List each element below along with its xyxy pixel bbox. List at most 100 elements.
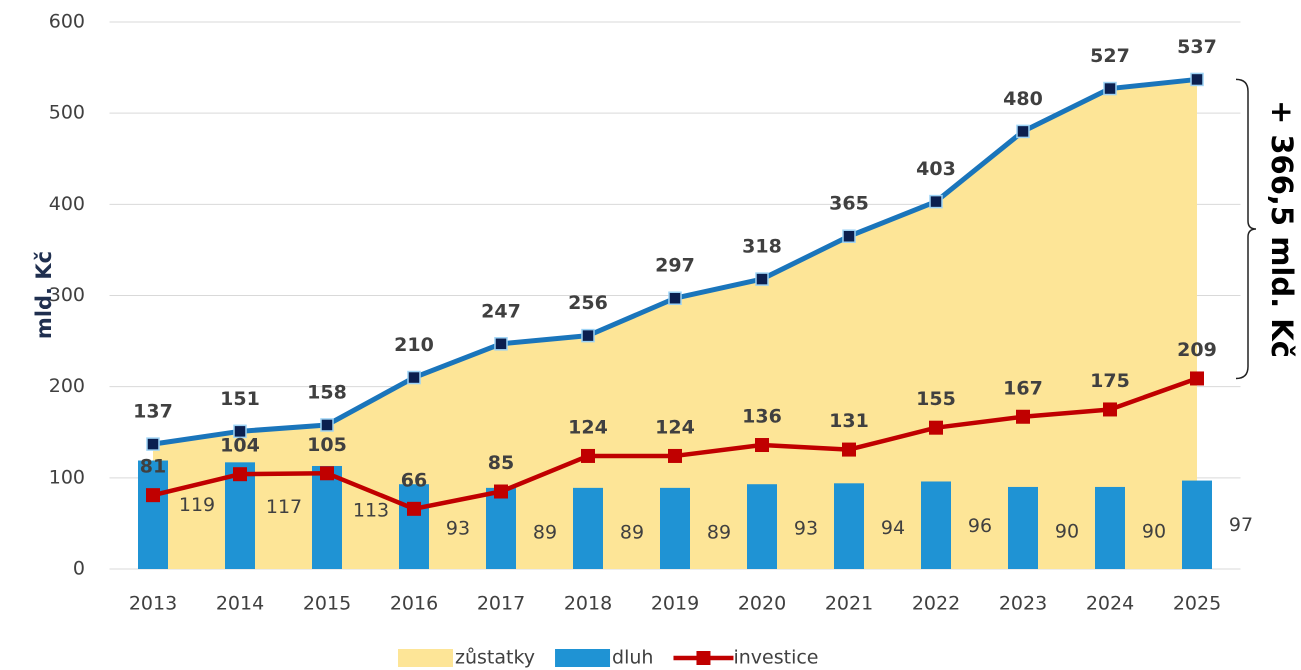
data-label: 151 (220, 388, 260, 410)
legend-swatch (555, 649, 611, 667)
data-label: 209 (1177, 339, 1217, 361)
data-label: 365 (829, 193, 869, 215)
data-label: 175 (1090, 370, 1130, 392)
data-label: 136 (742, 406, 782, 428)
bar (312, 465, 342, 569)
data-label: 85 (488, 452, 514, 474)
data-label: 93 (446, 518, 470, 540)
marker (407, 501, 421, 516)
marker (1103, 402, 1117, 417)
marker (1190, 371, 1204, 386)
data-label: 131 (829, 410, 869, 432)
y-tick-label: 200 (49, 375, 85, 397)
marker (668, 291, 682, 305)
marker (1103, 81, 1117, 96)
data-label: 210 (394, 334, 434, 356)
x-tick-label: 2024 (1086, 593, 1134, 615)
marker (755, 272, 769, 286)
data-label: 104 (220, 435, 260, 457)
marker (494, 484, 508, 499)
marker (755, 438, 769, 453)
marker (1016, 124, 1030, 139)
bar (660, 487, 690, 569)
bar (1182, 480, 1212, 569)
y-tick-label: 500 (49, 102, 85, 124)
marker (320, 466, 334, 481)
x-tick-label: 2020 (738, 593, 786, 615)
y-tick-label: 600 (49, 11, 85, 33)
x-tick-label: 2016 (390, 593, 438, 615)
x-tick-label: 2018 (564, 593, 612, 615)
data-label: 89 (620, 521, 644, 543)
marker (929, 194, 943, 209)
x-tick-label: 2025 (1173, 593, 1221, 615)
marker (146, 488, 160, 503)
data-label: 117 (266, 496, 302, 518)
data-label: 155 (916, 388, 956, 410)
data-label: 119 (179, 494, 215, 516)
data-label: 124 (655, 416, 695, 438)
x-tick-label: 2023 (999, 593, 1047, 615)
marker (581, 328, 595, 343)
y-axis-label: mld. Kč (32, 251, 56, 339)
data-label: 297 (655, 255, 695, 277)
data-label: 97 (1229, 514, 1253, 536)
legend-item: dluh (555, 647, 653, 669)
marker (407, 370, 421, 385)
data-label: 247 (481, 300, 521, 322)
bar (1095, 486, 1125, 569)
legend-label: dluh (612, 647, 653, 669)
bar (573, 487, 603, 569)
data-label: 158 (307, 381, 347, 403)
data-label: 90 (1055, 520, 1079, 542)
marker (1016, 409, 1030, 424)
marker (929, 420, 943, 435)
y-tick-label: 300 (49, 284, 85, 306)
data-label: 89 (533, 521, 557, 543)
bar (921, 481, 951, 569)
legend-item: investice (673, 647, 819, 669)
data-label: 403 (916, 158, 956, 180)
marker (668, 448, 682, 463)
data-label: 105 (307, 434, 347, 456)
x-tick-label: 2022 (912, 593, 960, 615)
data-label: 318 (742, 236, 782, 258)
data-label: 96 (968, 515, 992, 537)
x-tick-label: 2021 (825, 593, 873, 615)
data-label: 124 (568, 416, 608, 438)
marker (146, 437, 160, 451)
bar (747, 484, 777, 569)
data-label: 94 (881, 517, 905, 539)
marker (581, 448, 595, 463)
marker (842, 442, 856, 457)
data-label: 93 (794, 518, 818, 540)
legend-swatch (398, 649, 453, 667)
legend-label: investice (733, 647, 818, 669)
brace (1235, 78, 1257, 380)
data-label: 113 (353, 499, 389, 521)
marker (494, 337, 508, 351)
marker (1190, 72, 1204, 87)
y-tick-label: 0 (73, 558, 85, 580)
data-label: 66 (401, 469, 427, 491)
marker (233, 424, 247, 439)
x-tick-label: 2019 (651, 593, 699, 615)
legend-item: zůstatky (398, 647, 535, 669)
legend-swatch (696, 651, 711, 665)
bar (834, 483, 864, 569)
data-label: 137 (133, 401, 173, 423)
y-tick-label: 100 (49, 466, 85, 488)
marker (842, 229, 856, 243)
bar (1008, 486, 1038, 569)
x-tick-label: 2017 (477, 593, 525, 615)
bar (399, 484, 429, 569)
marker (320, 418, 334, 432)
bar (138, 460, 168, 569)
data-label: 480 (1003, 88, 1043, 110)
y-tick-label: 400 (49, 193, 85, 215)
data-label: 167 (1003, 377, 1043, 399)
x-tick-label: 2014 (216, 593, 264, 615)
data-label: 537 (1177, 36, 1217, 58)
annotation: + 366,5 mld. Kč (1265, 100, 1299, 358)
